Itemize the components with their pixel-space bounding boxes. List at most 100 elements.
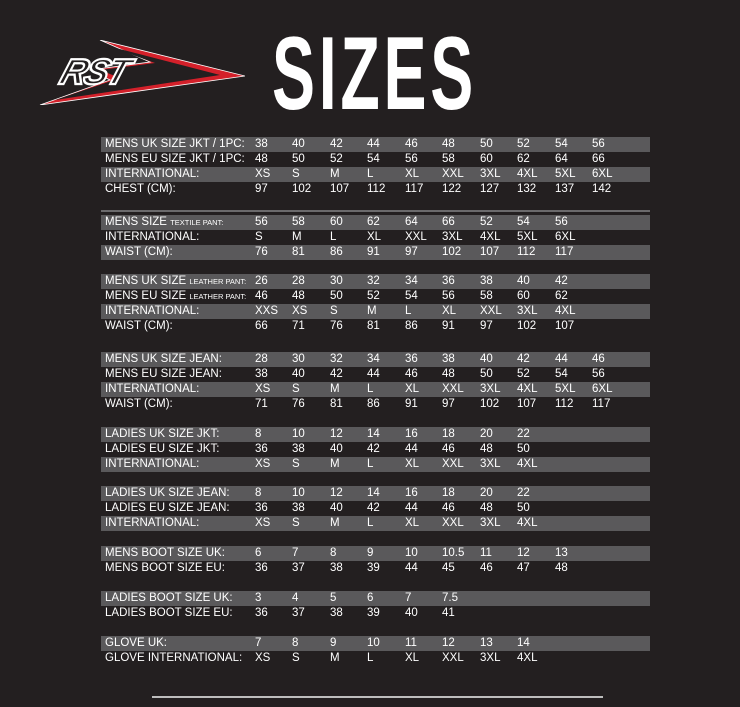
size-cell: 91 <box>442 320 455 332</box>
size-cell: 66 <box>592 153 605 165</box>
row-label: CHEST (CM): <box>105 182 176 197</box>
row-label-text: LADIES EU SIZE JEAN: <box>105 502 230 514</box>
size-cell: 56 <box>442 290 455 302</box>
size-cell: 76 <box>292 398 305 410</box>
size-cell: XS <box>255 517 271 529</box>
size-cell: 97 <box>405 246 418 258</box>
size-cell: 102 <box>292 183 312 195</box>
size-cell: 40 <box>292 368 305 380</box>
size-cell: XL <box>405 517 420 529</box>
size-cell: 18 <box>442 428 455 440</box>
size-cell: 117 <box>405 183 424 195</box>
size-cell: 3XL <box>517 305 538 317</box>
table-row: MENS EU SIZE JEAN: 38 40 42 44 46 48 50 52 54 56 <box>101 367 650 382</box>
table-row: LADIES BOOT SIZE UK: 3 4 5 6 7 7.5 <box>101 591 650 606</box>
row-label: WAIST (CM): <box>105 319 173 334</box>
size-cell: XL <box>405 168 420 180</box>
size-cell: 39 <box>367 607 380 619</box>
size-cell: XXL <box>405 231 427 243</box>
size-cell: 6 <box>255 547 262 559</box>
size-cell: 38 <box>255 138 268 150</box>
size-cell: 7.5 <box>442 592 458 604</box>
row-label-text: LADIES UK SIZE JEAN: <box>105 487 230 499</box>
size-cell: 132 <box>517 183 537 195</box>
size-cell: 8 <box>292 637 299 649</box>
size-cell: 45 <box>442 562 455 574</box>
size-cell: 112 <box>367 183 386 195</box>
row-label: INTERNATIONAL: <box>105 230 199 245</box>
size-cell: 6XL <box>555 231 576 243</box>
size-cell: 54 <box>405 290 418 302</box>
row-label-text: INTERNATIONAL: <box>105 383 200 395</box>
size-cell: 48 <box>480 502 493 514</box>
size-cell: 3XL <box>480 517 501 529</box>
size-cell: M <box>330 517 340 529</box>
size-cell: 102 <box>480 398 500 410</box>
size-cell: 52 <box>480 216 493 228</box>
size-cell: 16 <box>405 428 418 440</box>
bottom-divider <box>152 696 603 698</box>
size-cell: 3XL <box>480 383 501 395</box>
row-label: LADIES EU SIZE JEAN: <box>105 501 230 516</box>
size-cell: 66 <box>255 320 268 332</box>
size-cell: XL <box>405 458 420 470</box>
size-cell: 62 <box>555 290 568 302</box>
row-label-text: MENS EU SIZE <box>105 290 187 302</box>
size-cell: 7 <box>255 637 262 649</box>
size-cell: 30 <box>330 275 343 287</box>
size-cell: 22 <box>517 428 530 440</box>
row-label-text: WAIST (CM): <box>105 398 173 410</box>
row-label: LADIES BOOT SIZE EU: <box>105 606 233 621</box>
size-cell: 62 <box>517 153 530 165</box>
size-cell: 97 <box>255 183 268 195</box>
size-cell: 10.5 <box>442 547 465 559</box>
size-cell: 28 <box>292 275 305 287</box>
size-cell: 37 <box>292 562 305 574</box>
size-cell: 137 <box>555 183 575 195</box>
size-cell: 52 <box>330 153 343 165</box>
size-cell: 48 <box>555 562 568 574</box>
size-cell: 46 <box>592 353 605 365</box>
row-label-qualifier: LEATHER PANT: <box>189 277 247 286</box>
table-row: GLOVE INTERNATIONAL: XS S M L XL XXL 3XL 4XL <box>101 651 650 666</box>
size-cell: 54 <box>555 368 568 380</box>
size-cell: 38 <box>292 443 305 455</box>
size-cell: S <box>292 517 300 529</box>
size-cell: XS <box>255 458 271 470</box>
size-cell: XL <box>367 231 382 243</box>
size-cell: 46 <box>480 562 493 574</box>
row-label: INTERNATIONAL: <box>105 516 199 531</box>
size-cell: L <box>367 458 374 470</box>
size-cell: M <box>292 231 302 243</box>
size-cell: 14 <box>517 637 530 649</box>
size-cell: 71 <box>292 320 305 332</box>
table-row: MENS SIZE TEXTILE PANT: 56 58 60 62 64 66 52 54 5… <box>101 215 650 230</box>
row-label-text: MENS BOOT SIZE UK: <box>105 547 225 559</box>
size-cell: 32 <box>330 353 343 365</box>
size-cell: 10 <box>292 487 305 499</box>
size-cell: 58 <box>292 216 305 228</box>
size-cell: L <box>367 517 374 529</box>
size-cell: XL <box>442 305 457 317</box>
size-cell: XS <box>255 383 271 395</box>
table-row: INTERNATIONAL: XXS XS S M L XL XXL 3XL 4XL <box>101 304 650 319</box>
size-cell: 48 <box>292 290 305 302</box>
size-cell: 40 <box>292 138 305 150</box>
row-label-text: INTERNATIONAL: <box>105 458 200 470</box>
size-cell: 12 <box>330 487 343 499</box>
size-cell: 107 <box>480 246 500 258</box>
size-cell: S <box>330 305 338 317</box>
size-cell: 32 <box>367 275 380 287</box>
row-label-text: WAIST (CM): <box>105 320 173 332</box>
table-row: MENS EU SIZE LEATHER PANT: 46 48 50 52 54 56 58… <box>101 289 650 304</box>
size-cell: 40 <box>517 275 530 287</box>
size-cell: 86 <box>405 320 418 332</box>
size-cell: 10 <box>367 637 380 649</box>
size-cell: 142 <box>592 183 612 195</box>
size-cell: 54 <box>555 138 568 150</box>
size-cell: 3XL <box>480 652 501 664</box>
size-cell: 12 <box>442 637 455 649</box>
table-row: MENS BOOT SIZE EU: 36 37 38 39 44 45 46 47 48 <box>101 561 650 576</box>
size-cell: 5XL <box>517 231 538 243</box>
size-cell: 36 <box>255 562 268 574</box>
